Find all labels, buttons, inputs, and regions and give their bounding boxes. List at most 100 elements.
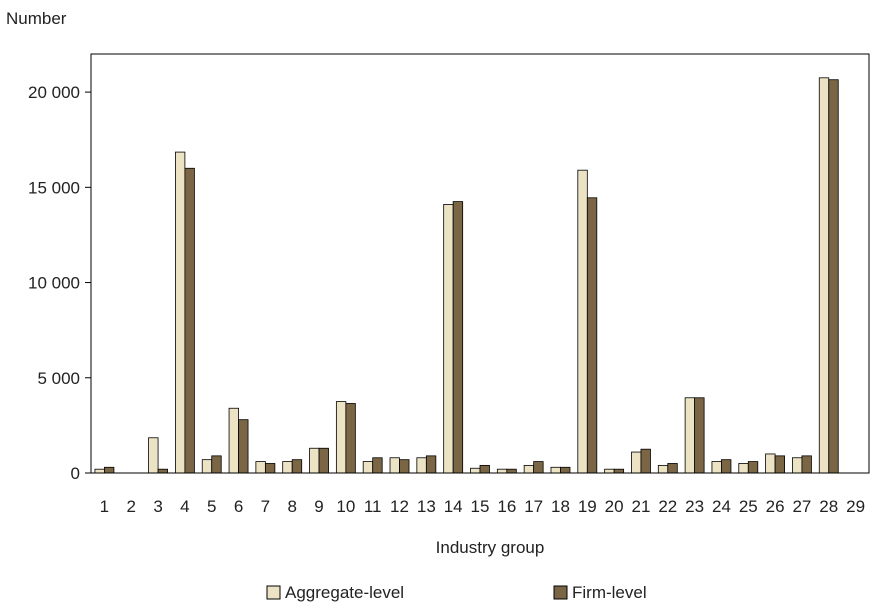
bar-aggregate-level-17 bbox=[523, 464, 535, 474]
bar-firm-level-7 bbox=[264, 463, 276, 474]
x-tick-label: 23 bbox=[685, 497, 704, 516]
bar-aggregate-level-10 bbox=[335, 401, 347, 474]
bar-firm-level-13 bbox=[425, 455, 437, 474]
bar-firm-level-15 bbox=[479, 464, 490, 474]
bar-firm-level-5 bbox=[211, 455, 222, 474]
bar-firm-level-9 bbox=[318, 447, 329, 474]
y-axis-ticks: 0 5 000 10 000 15 000 20 000 bbox=[28, 83, 91, 483]
x-tick-label: 8 bbox=[287, 497, 296, 516]
x-tick-label: 7 bbox=[261, 497, 270, 516]
bar-firm-level-19 bbox=[586, 197, 598, 474]
x-tick-label: 9 bbox=[314, 497, 323, 516]
bar-aggregate-level-16 bbox=[496, 468, 508, 474]
bar-firm-level-24 bbox=[721, 459, 732, 474]
bar-firm-level-25 bbox=[747, 461, 759, 474]
bar-aggregate-level-5 bbox=[201, 459, 213, 474]
bar-firm-level-17 bbox=[533, 461, 544, 474]
y-tick-label: 0 bbox=[71, 464, 80, 483]
bar-firm-level-23 bbox=[694, 397, 705, 474]
x-tick-label: 3 bbox=[153, 497, 162, 516]
bar-firm-level-22 bbox=[667, 463, 678, 474]
bar-aggregate-level-4 bbox=[174, 151, 186, 474]
x-tick-label: 10 bbox=[336, 497, 355, 516]
bar-aggregate-level-18 bbox=[550, 466, 561, 474]
x-tick-label: 15 bbox=[471, 497, 490, 516]
bar-aggregate-level-24 bbox=[711, 461, 722, 474]
x-tick-label: 29 bbox=[846, 497, 865, 516]
bar-firm-level-1 bbox=[104, 466, 115, 474]
x-tick-label: 14 bbox=[444, 497, 463, 516]
x-tick-label: 2 bbox=[127, 497, 136, 516]
bar-firm-level-8 bbox=[291, 459, 303, 474]
bar-aggregate-level-9 bbox=[309, 447, 320, 474]
plot-area-frame bbox=[90, 53, 870, 474]
bar-aggregate-level-28 bbox=[818, 77, 830, 474]
x-tick-label: 22 bbox=[658, 497, 677, 516]
x-tick-label: 21 bbox=[632, 497, 651, 516]
y-tick-label: 10 000 bbox=[28, 274, 80, 293]
bar-aggregate-level-8 bbox=[282, 461, 293, 474]
bar-firm-level-27 bbox=[801, 455, 812, 474]
bar-aggregate-level-13 bbox=[416, 457, 427, 474]
bar-firm-level-18 bbox=[560, 466, 571, 474]
x-tick-label: 16 bbox=[497, 497, 516, 516]
x-axis-label: Industry group bbox=[436, 538, 545, 557]
x-tick-label: 17 bbox=[524, 497, 543, 516]
x-tick-label: 5 bbox=[207, 497, 216, 516]
bar-aggregate-level-23 bbox=[684, 397, 696, 474]
x-tick-label: 11 bbox=[364, 497, 382, 516]
x-tick-label: 24 bbox=[712, 497, 731, 516]
bar-firm-level-4 bbox=[184, 167, 195, 474]
x-tick-label: 27 bbox=[792, 497, 811, 516]
x-tick-label: 26 bbox=[766, 497, 785, 516]
bar-aggregate-level-21 bbox=[631, 451, 642, 474]
bar-firm-level-20 bbox=[613, 468, 625, 474]
bar-aggregate-level-11 bbox=[362, 461, 374, 474]
x-tick-label: 13 bbox=[417, 497, 436, 516]
x-tick-label: 28 bbox=[819, 497, 838, 516]
legend-swatch-firm-level bbox=[553, 585, 568, 600]
bars bbox=[94, 77, 839, 474]
x-tick-label: 12 bbox=[390, 497, 409, 516]
x-axis-ticks: 1 2 3 4 5 6 7 8 9 10 11 12 13 14 15 16 17 18 19 20 21 22 23 24 2… bbox=[100, 497, 865, 516]
x-tick-label: 25 bbox=[739, 497, 758, 516]
bar-aggregate-level-19 bbox=[577, 169, 588, 474]
x-tick-label: 6 bbox=[234, 497, 243, 516]
bar-firm-level-26 bbox=[774, 455, 786, 474]
bar-firm-level-14 bbox=[452, 201, 464, 474]
bar-aggregate-level-6 bbox=[228, 407, 239, 474]
bar-firm-level-21 bbox=[640, 448, 651, 474]
bar-firm-level-28 bbox=[828, 79, 839, 474]
bar-aggregate-level-25 bbox=[738, 463, 749, 474]
legend: Aggregate-level Firm-level bbox=[266, 583, 647, 602]
bar-firm-level-3 bbox=[157, 468, 168, 474]
x-tick-label: 4 bbox=[180, 497, 189, 516]
bar-aggregate-level-22 bbox=[657, 464, 669, 474]
bar-firm-level-10 bbox=[345, 403, 356, 474]
y-axis-label: Number bbox=[6, 9, 67, 28]
x-tick-label: 18 bbox=[551, 497, 570, 516]
bar-firm-level-12 bbox=[399, 459, 410, 474]
legend-swatch-aggregate-level bbox=[266, 585, 281, 600]
bar-aggregate-level-20 bbox=[604, 468, 615, 474]
bar-firm-level-11 bbox=[372, 457, 383, 474]
bar-firm-level-6 bbox=[238, 419, 249, 474]
bar-aggregate-level-1 bbox=[94, 468, 105, 474]
y-tick-label: 5 000 bbox=[37, 369, 80, 388]
bar-aggregate-level-3 bbox=[148, 437, 159, 474]
bar-aggregate-level-12 bbox=[389, 457, 400, 474]
bar-aggregate-level-26 bbox=[765, 453, 776, 474]
bar-aggregate-level-27 bbox=[792, 457, 803, 474]
y-tick-label: 20 000 bbox=[28, 83, 80, 102]
bar-aggregate-level-14 bbox=[443, 204, 454, 474]
y-tick-label: 15 000 bbox=[28, 178, 80, 197]
x-tick-label: 19 bbox=[578, 497, 597, 516]
bar-aggregate-level-7 bbox=[255, 461, 266, 474]
x-tick-label: 1 bbox=[100, 497, 109, 516]
bar-aggregate-level-15 bbox=[470, 467, 481, 474]
bar-firm-level-16 bbox=[506, 468, 517, 474]
legend-label-firm-level: Firm-level bbox=[572, 583, 647, 602]
legend-label-aggregate-level: Aggregate-level bbox=[285, 583, 404, 602]
x-tick-label: 20 bbox=[605, 497, 624, 516]
